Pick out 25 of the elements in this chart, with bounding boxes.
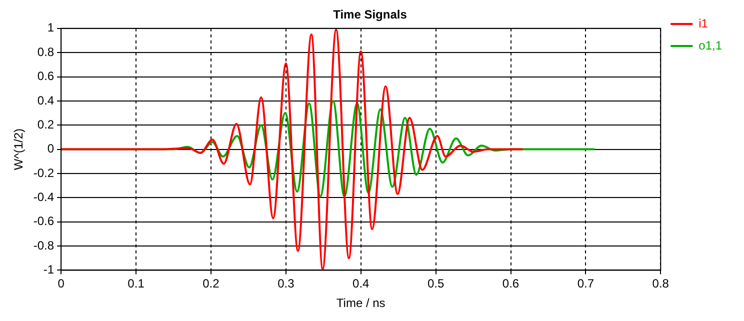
x-tick-label: 0.8 [652, 276, 670, 291]
y-tick-label: 0.4 [37, 93, 54, 108]
legend-label: o1,1 [698, 38, 722, 52]
y-tick-label: 0.8 [37, 44, 54, 59]
x-tick-label: 0.3 [278, 276, 295, 291]
chart-title: Time Signals [333, 8, 408, 22]
y-tick-label: 0.2 [37, 117, 54, 132]
x-tick-label: 0.4 [352, 276, 370, 291]
y-tick-label: 0 [47, 142, 54, 156]
x-tick-label: 0.2 [202, 276, 220, 291]
x-axis-title: Time / ns [336, 296, 386, 310]
y-tick-label: -0.6 [33, 214, 54, 228]
y-tick-label: -1 [43, 262, 54, 277]
y-tick-label: -0.8 [33, 238, 54, 252]
x-tick-label: 0.7 [577, 276, 594, 291]
x-tick-label: 0.6 [502, 276, 520, 291]
y-tick-label: 0.6 [37, 69, 54, 84]
x-tick-label: 0 [58, 276, 65, 291]
legend-label: i1 [698, 16, 708, 30]
y-tick-label: 1 [47, 20, 54, 35]
y-tick-label: -0.2 [33, 166, 54, 180]
x-tick-label: 0.1 [128, 276, 145, 291]
y-axis-title: W^(1/2) [12, 128, 26, 170]
y-tick-label: -0.4 [33, 190, 54, 204]
x-tick-label: 0.5 [427, 276, 444, 291]
